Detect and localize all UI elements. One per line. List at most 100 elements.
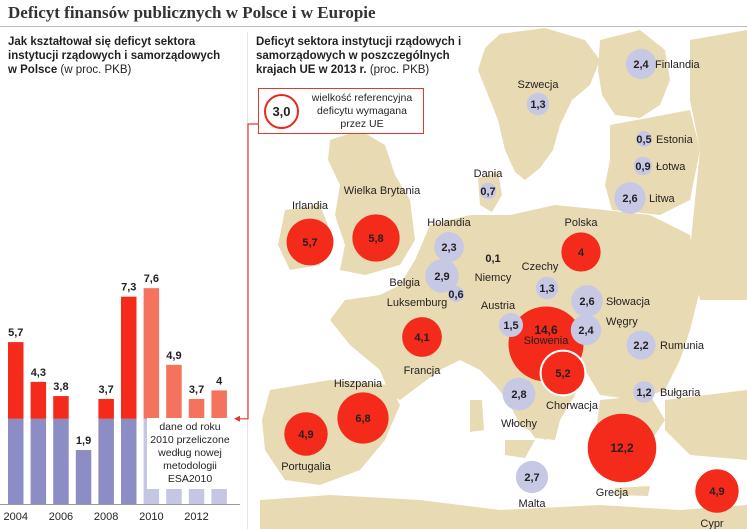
bubble-value-label: 0,1 bbox=[485, 253, 500, 265]
bubble-francja bbox=[402, 317, 442, 357]
country-name-label: Włochy bbox=[501, 418, 538, 430]
country-name-label: Finlandia bbox=[655, 59, 701, 71]
country-name-label: Niemcy bbox=[475, 272, 512, 284]
bubble-rumunia bbox=[626, 330, 656, 360]
country-name-label: Austria bbox=[481, 300, 516, 312]
bubble-luksemburg bbox=[448, 286, 464, 302]
bubble-value-label: 2,8 bbox=[511, 389, 526, 401]
bubble-value-label: 2,2 bbox=[633, 340, 648, 352]
country-name-label: Słowenia bbox=[524, 335, 570, 347]
country-name-label: Chorwacja bbox=[546, 400, 599, 412]
map-land bbox=[260, 28, 747, 529]
country-name-label: Czechy bbox=[522, 261, 559, 273]
reference-legend: 3,0 wielkość referencyjna deficytu wymag… bbox=[258, 88, 424, 134]
bubble-czechy bbox=[535, 276, 559, 300]
methodology-note: dane od roku 2010 przeliczone według now… bbox=[147, 418, 233, 489]
bubble-bułgaria bbox=[633, 381, 655, 403]
bubble-value-label: 2,3 bbox=[441, 242, 456, 254]
bubble-litwa bbox=[614, 182, 646, 214]
bubble-hiszpania bbox=[337, 392, 389, 444]
bubble-value-label: 2,4 bbox=[633, 59, 649, 71]
country-name-label: Luksemburg bbox=[387, 297, 448, 309]
bubble-węgry bbox=[570, 314, 602, 346]
bubble-value-label: 1,2 bbox=[636, 387, 651, 399]
bubble-value-label: 14,6 bbox=[534, 323, 558, 337]
bubble-value-label: 0,5 bbox=[636, 134, 651, 146]
left-subtitle-text: Jak kształtował się deficyt sektora inst… bbox=[8, 36, 221, 76]
country-name-label: Portugalia bbox=[281, 461, 331, 473]
country-name-label: Rumunia bbox=[660, 340, 705, 352]
legend-text: wielkość referencyjna deficytu wymagana … bbox=[311, 92, 413, 130]
land-crete bbox=[615, 486, 650, 496]
country-name-label: Słowacja bbox=[606, 296, 651, 308]
country-name-label: Dania bbox=[474, 168, 504, 180]
country-name-label: Irlandia bbox=[292, 200, 329, 212]
country-name-label: Łotwa bbox=[656, 161, 686, 173]
bubble-value-label: 6,8 bbox=[355, 413, 370, 425]
country-name-label: Estonia bbox=[656, 134, 694, 146]
bubble-słowacja bbox=[571, 285, 603, 317]
land-sardinia bbox=[470, 400, 484, 432]
bubble-value-label: 4 bbox=[578, 247, 585, 259]
bubble-portugalia bbox=[284, 412, 328, 456]
bubble-holandia bbox=[434, 232, 464, 262]
bubble-value-label: 5,7 bbox=[302, 237, 317, 249]
bubble-value-label: 4,1 bbox=[414, 332, 429, 344]
bubble-value-label: 2,4 bbox=[578, 325, 594, 337]
country-name-label: Bułgaria bbox=[660, 387, 701, 399]
country-name-label: Cypr bbox=[700, 518, 724, 529]
country-name-label: Szwecja bbox=[518, 79, 560, 91]
legend-circle: 3,0 bbox=[264, 94, 299, 129]
country-name-label: Litwa bbox=[649, 193, 676, 205]
bubble-włochy bbox=[502, 377, 536, 411]
bubble-finlandia bbox=[625, 48, 657, 80]
bubble-value-label: 1,5 bbox=[503, 320, 518, 332]
bubble-value-label: 2,9 bbox=[434, 271, 449, 283]
title-rule bbox=[0, 26, 747, 27]
bubble-value-label: 0,6 bbox=[448, 289, 463, 301]
country-name-label: Polska bbox=[564, 217, 598, 229]
country-name-label: Wielka Brytania bbox=[344, 185, 421, 197]
bubble-value-label: 4,9 bbox=[298, 429, 313, 441]
bubble-irlandia bbox=[286, 218, 334, 266]
map-bubbles: 14,6 12,2 6,8 5,8 5,7 5,2 4,9 4,9 4,1 4 2,9 2,8 2,7 2… bbox=[281, 48, 739, 529]
land-africa bbox=[260, 495, 747, 529]
land-turkey bbox=[665, 390, 747, 460]
bubble-estonia bbox=[636, 131, 652, 147]
bubble-austria bbox=[498, 312, 524, 338]
bubble-value-label: 2,7 bbox=[524, 472, 539, 484]
bubble-value-label: 5,8 bbox=[368, 233, 383, 245]
country-name-label: Węgry bbox=[606, 316, 638, 328]
left-chart-subtitle: Jak kształtował się deficyt sektora inst… bbox=[8, 35, 223, 77]
bubble-polska bbox=[561, 232, 601, 272]
country-name-label: Holandia bbox=[427, 217, 471, 229]
land-sicily bbox=[505, 440, 535, 458]
bubble-belgia bbox=[425, 259, 459, 293]
right-subtitle-text: Deficyt sektora instytucji rządowych i s… bbox=[256, 36, 462, 76]
country-name-label: Malta bbox=[519, 498, 547, 510]
bubble-chorwacja bbox=[539, 349, 587, 397]
bubble-value-label: 1,3 bbox=[530, 99, 545, 111]
country-name-label: Grecja bbox=[596, 487, 629, 499]
land-east bbox=[690, 30, 747, 300]
country-name-label: Francja bbox=[404, 365, 442, 377]
bubble-value-label: 4,9 bbox=[709, 486, 724, 498]
bubble-value-label: 1,3 bbox=[539, 283, 554, 295]
right-chart-subtitle: Deficyt sektora instytucji rządowych i s… bbox=[256, 35, 486, 77]
bubble-łotwa bbox=[633, 156, 653, 176]
bubble-value-label: 0,7 bbox=[480, 186, 495, 198]
right-subtitle-unit: (proc. PKB) bbox=[369, 64, 430, 76]
bubble-value-label: 12,2 bbox=[610, 441, 634, 455]
bubble-grecja bbox=[587, 413, 657, 483]
bubble-dania bbox=[479, 182, 497, 200]
bubble-cypr bbox=[695, 469, 739, 513]
country-name-label: Belgia bbox=[389, 277, 420, 289]
bubble-szwecja bbox=[526, 92, 550, 116]
country-name-label: Hiszpania bbox=[334, 378, 383, 390]
page-title: Deficyt finansów publicznych w Polsce i … bbox=[8, 3, 376, 22]
bubble-wielka-brytania bbox=[352, 214, 400, 262]
left-subtitle-unit: (w proc. PKB) bbox=[60, 64, 132, 76]
bubble-value-label: 2,6 bbox=[579, 296, 594, 308]
bubble-value-label: 5,2 bbox=[555, 368, 570, 380]
